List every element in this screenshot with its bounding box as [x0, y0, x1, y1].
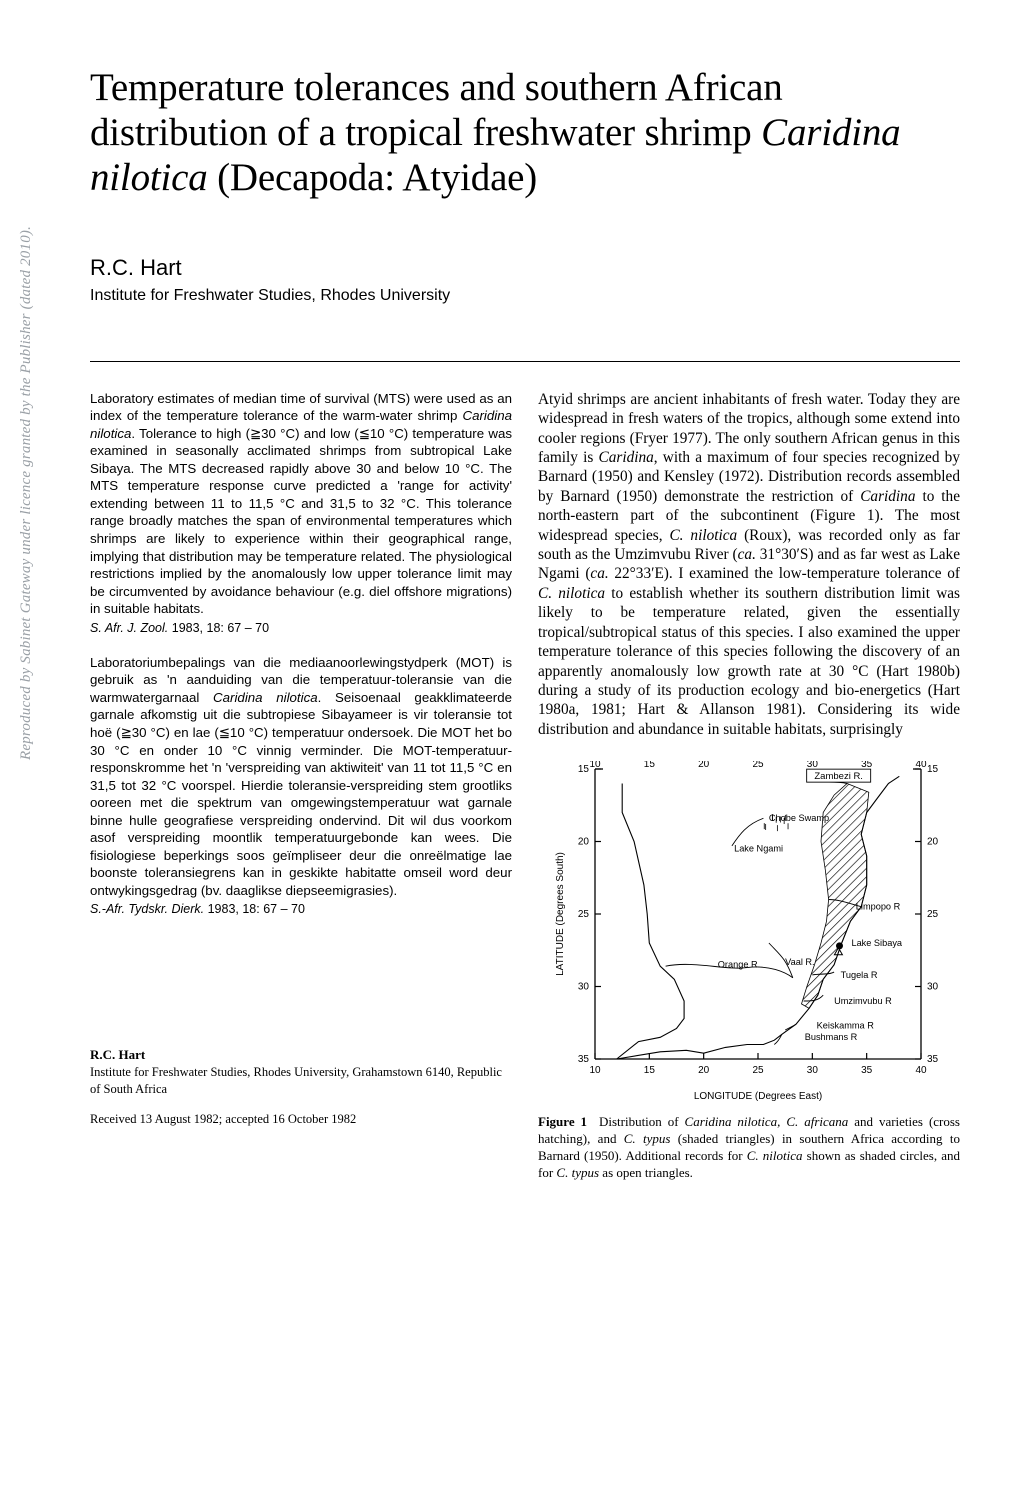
author-name: R.C. Hart	[90, 255, 960, 281]
svg-text:30: 30	[578, 982, 590, 993]
manuscript-dates: Received 13 August 1982; accepted 16 Oct…	[90, 1111, 512, 1127]
svg-text:LONGITUDE (Degrees East): LONGITUDE (Degrees East)	[694, 1091, 822, 1102]
citation-english: S. Afr. J. Zool. 1983, 18: 67 – 70	[90, 620, 512, 636]
svg-text:Umzimvubu R: Umzimvubu R	[834, 996, 892, 1006]
svg-text:20: 20	[578, 837, 590, 848]
svg-text:15: 15	[644, 1065, 656, 1076]
correspondence-address: Institute for Freshwater Studies, Rhodes…	[90, 1064, 512, 1097]
svg-text:20: 20	[698, 761, 710, 770]
svg-text:Vaal R.: Vaal R.	[785, 957, 814, 967]
svg-text:Orange R.: Orange R.	[718, 960, 760, 970]
svg-text:25: 25	[752, 761, 764, 770]
svg-text:Chobe Swamp: Chobe Swamp	[769, 813, 829, 823]
figure-caption-text: Distribution of Caridina nilotica, C. af…	[538, 1114, 960, 1180]
svg-text:35: 35	[861, 1065, 873, 1076]
abstract-english: Laboratory estimates of median time of s…	[90, 390, 512, 618]
right-column: Atyid shrimps are ancient inhabitants of…	[538, 390, 960, 1182]
svg-text:25: 25	[578, 909, 590, 920]
svg-text:15: 15	[927, 764, 939, 775]
svg-text:Lake Ngami: Lake Ngami	[734, 844, 783, 854]
svg-text:Lake Sibaya: Lake Sibaya	[851, 938, 902, 948]
svg-text:Limpopo R: Limpopo R	[856, 902, 901, 912]
svg-text:Bushmans R: Bushmans R	[805, 1032, 858, 1042]
two-column-layout: Laboratory estimates of median time of s…	[90, 390, 960, 1182]
svg-text:LATITUDE (Degrees South): LATITUDE (Degrees South)	[555, 852, 566, 976]
svg-text:25: 25	[927, 909, 939, 920]
svg-text:Keiskamma R: Keiskamma R	[817, 1021, 875, 1031]
correspondence-block: R.C. Hart Institute for Freshwater Studi…	[90, 1047, 512, 1127]
figure-1-svg: 1010151520202525303035354040151520202525…	[549, 761, 949, 1106]
svg-text:30: 30	[807, 761, 819, 770]
correspondence-name: R.C. Hart	[90, 1047, 512, 1064]
figure-1: 1010151520202525303035354040151520202525…	[538, 761, 960, 1182]
svg-text:20: 20	[698, 1065, 710, 1076]
figure-1-caption: Figure 1 Distribution of Caridina niloti…	[538, 1114, 960, 1182]
svg-text:20: 20	[927, 837, 939, 848]
svg-text:40: 40	[915, 1065, 927, 1076]
svg-text:35: 35	[927, 1054, 939, 1065]
citation-afrikaans: S.-Afr. Tydskr. Dierk. 1983, 18: 67 – 70	[90, 901, 512, 917]
svg-text:35: 35	[861, 761, 873, 770]
svg-text:30: 30	[807, 1065, 819, 1076]
svg-text:15: 15	[644, 761, 656, 770]
svg-text:30: 30	[927, 982, 939, 993]
abstract-afrikaans: Laboratoriumbepalings van die mediaanoor…	[90, 654, 512, 900]
svg-text:Tugela R: Tugela R	[841, 970, 878, 980]
svg-text:15: 15	[578, 764, 590, 775]
left-column: Laboratory estimates of median time of s…	[90, 390, 512, 1182]
svg-text:10: 10	[589, 1065, 601, 1076]
section-rule	[90, 361, 960, 362]
license-note: Reproduced by Sabinet Gateway under lice…	[18, 226, 35, 760]
svg-text:35: 35	[578, 1054, 590, 1065]
body-paragraph: Atyid shrimps are ancient inhabitants of…	[538, 390, 960, 740]
author-affiliation: Institute for Freshwater Studies, Rhodes…	[90, 287, 960, 305]
svg-text:Zambezi R.: Zambezi R.	[814, 771, 863, 782]
article-title: Temperature tolerances and southern Afri…	[90, 66, 960, 201]
figure-caption-lead: Figure 1	[538, 1114, 587, 1129]
svg-text:25: 25	[752, 1065, 764, 1076]
